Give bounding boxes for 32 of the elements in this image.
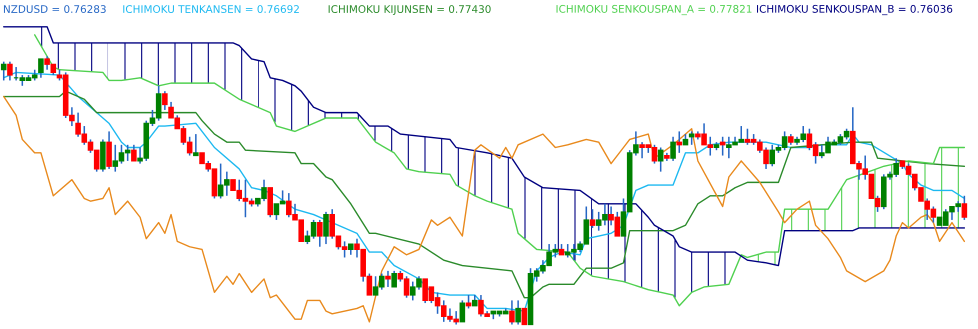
candlestick	[317, 219, 323, 248]
candlestick	[676, 130, 682, 154]
candlestick	[658, 146, 664, 172]
candlestick	[522, 308, 528, 326]
candlestick	[515, 300, 521, 326]
candlestick	[670, 136, 676, 162]
candlestick	[348, 243, 354, 256]
candlestick	[720, 136, 726, 156]
candlestick	[590, 208, 596, 229]
candlestick	[391, 270, 397, 288]
candlestick	[682, 133, 688, 146]
candlestick	[193, 133, 199, 156]
candlestick	[558, 243, 564, 256]
candlestick	[466, 294, 472, 310]
candlestick	[460, 300, 466, 323]
text: ICHIMOKU SENKOUSPAN_B = 0.76036	[757, 4, 952, 16]
text: ICHIMOKU TENKANSEN = 0.76692	[123, 5, 299, 13]
candlestick	[962, 195, 968, 221]
candlestick	[688, 130, 694, 146]
candlestick	[0, 60, 7, 82]
text: ICHIMOKU KIJUNSEN = 0.77430	[328, 5, 491, 15]
chart-title: NZDUSD = 0.76283	[4, 5, 106, 13]
candlestick	[38, 58, 44, 79]
candlestick	[7, 60, 13, 82]
candlestick	[385, 270, 391, 288]
candlestick	[162, 90, 168, 111]
candlestick	[509, 300, 515, 326]
candlestick	[472, 294, 478, 307]
candlestick	[323, 211, 329, 245]
text: ICHIMOKU SENKOUSPAN_A = 0.77821	[556, 4, 752, 16]
candlestick	[131, 144, 137, 162]
candlestick	[788, 133, 794, 146]
